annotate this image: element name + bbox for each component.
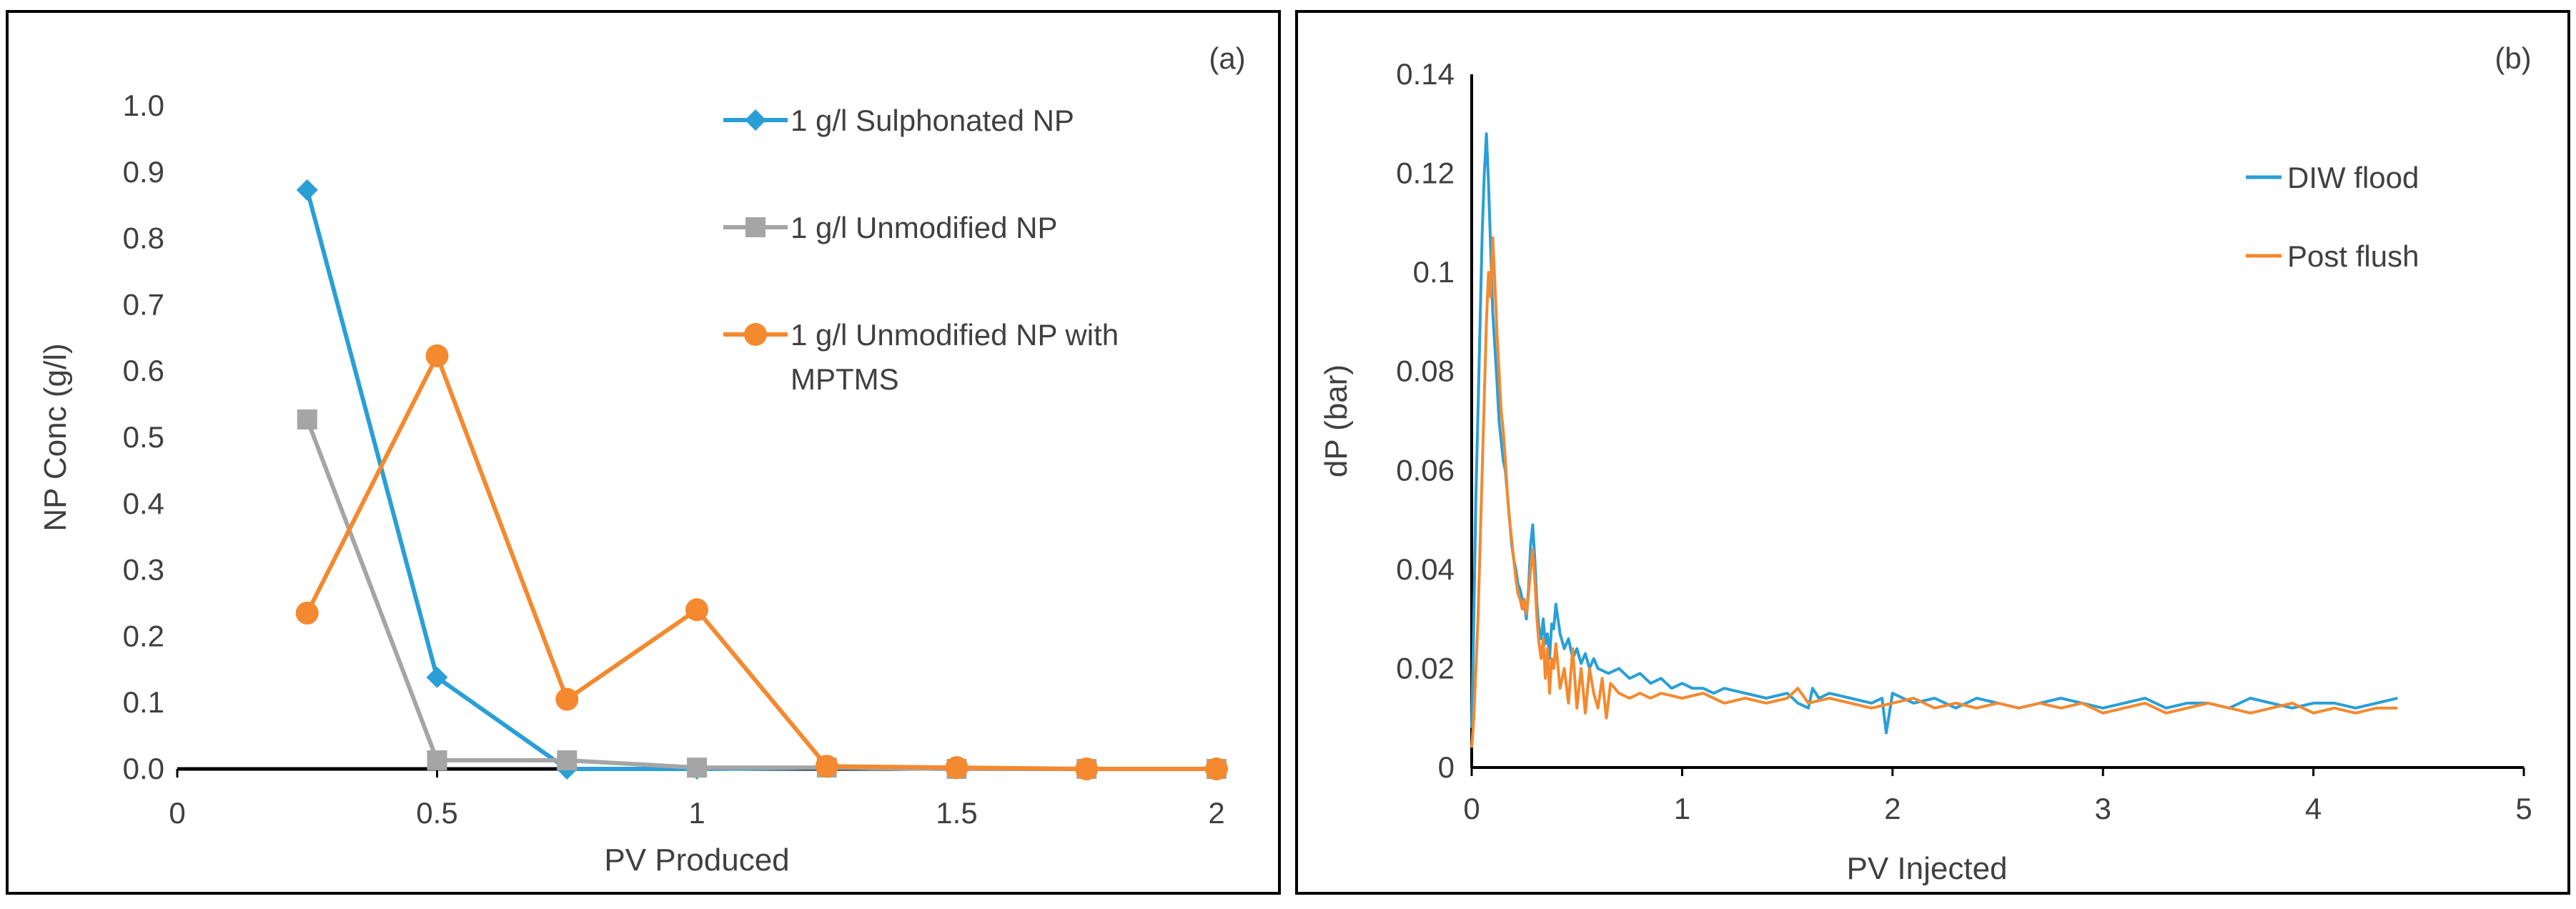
y-tick-label: 0.04: [1396, 552, 1455, 586]
y-tick-label: 0.08: [1396, 354, 1455, 388]
legend-label: 1 g/l Unmodified NP: [791, 211, 1058, 244]
x-tick-label: 1: [1674, 792, 1690, 825]
x-tick-label: 1: [688, 796, 705, 830]
legend-label: MPTMS: [791, 362, 899, 396]
legend-label: Post flush: [2287, 239, 2419, 273]
data-point: [685, 598, 708, 622]
y-tick-label: 0.14: [1396, 57, 1455, 91]
data-point: [1205, 758, 1228, 780]
legend-label: 1 g/l Unmodified NP with: [791, 318, 1119, 352]
y-tick-label: 0.8: [123, 222, 164, 255]
x-tick-label: 5: [2515, 792, 2532, 825]
data-point: [815, 755, 838, 778]
y-tick-label: 0.4: [123, 487, 164, 520]
data-point: [295, 601, 319, 625]
y-tick-label: 0.2: [123, 619, 164, 652]
series-line: [305, 353, 1217, 771]
y-tick-label: 0.7: [123, 287, 164, 321]
y-tick-label: 0: [1438, 750, 1455, 784]
x-tick-label: 0.5: [416, 796, 457, 830]
series-line: [1470, 132, 2398, 735]
data-point: [296, 179, 318, 201]
series-line: [304, 418, 1217, 771]
x-axis-title: PV Injected: [1846, 851, 2007, 886]
chart-b-svg: 0 0.02 0.04 0.06 0.08 0.1 0.12 0.14 0 1 2 3 4 5 PV Inj…: [1319, 41, 2532, 886]
chart-panel-b: 0 0.02 0.04 0.06 0.08 0.1 0.12 0.14 0 1 2 3 4 5 PV Inj…: [1295, 10, 2570, 895]
y-tick-label: 0.02: [1396, 651, 1455, 685]
data-point: [297, 409, 317, 429]
x-tick-label: 0: [169, 796, 185, 830]
panel-label: (b): [2495, 41, 2531, 75]
x-axis-title: PV Produced: [604, 843, 789, 878]
data-point: [425, 344, 449, 367]
legend-swatch-marker: [744, 323, 767, 346]
legend-swatch-marker: [745, 109, 766, 131]
y-tick-label: 0.5: [123, 420, 164, 454]
data-point: [427, 750, 447, 770]
y-tick-label: 0.0: [123, 752, 164, 785]
legend-label: 1 g/l Sulphonated NP: [791, 104, 1074, 137]
y-axis-title: dP (bar): [1319, 364, 1354, 477]
series-line: [1470, 236, 2398, 748]
x-tick-label: 1.5: [936, 796, 977, 830]
x-tick-label: 3: [2095, 792, 2111, 825]
y-tick-label: 0.12: [1396, 157, 1455, 190]
y-tick-label: 0.9: [123, 155, 164, 189]
data-point: [687, 758, 707, 778]
chart-panel-a: 0.0 0.1 0.2 0.3 0.4 0.5 0.6 0.7 0.8 0.9 1.0 0 0.5 1 1.…: [6, 10, 1281, 895]
y-tick-label: 0.6: [123, 354, 164, 387]
y-tick-label: 0.1: [1413, 255, 1455, 289]
y-axis-title: NP Conc (g/l): [38, 343, 73, 531]
series-line: [304, 189, 1217, 771]
data-point: [557, 750, 578, 770]
data-point: [945, 756, 969, 780]
data-point: [1075, 758, 1099, 780]
y-tick-label: 1.0: [123, 89, 164, 122]
x-tick-label: 4: [2305, 792, 2322, 825]
legend-label: DIW flood: [2287, 161, 2419, 194]
y-tick-label: 0.1: [123, 685, 164, 719]
x-tick-label: 0: [1463, 792, 1480, 825]
y-tick-label: 0.3: [123, 553, 164, 587]
data-point: [555, 687, 579, 711]
panel-label: (a): [1209, 41, 1245, 75]
chart-a-svg: 0.0 0.1 0.2 0.3 0.4 0.5 0.6 0.7 0.8 0.9 1.0 0 0.5 1 1.…: [38, 41, 1246, 878]
legend-swatch-marker: [745, 217, 766, 237]
y-tick-label: 0.06: [1396, 453, 1455, 487]
x-tick-label: 2: [1884, 792, 1901, 825]
x-tick-label: 2: [1208, 796, 1224, 830]
data-point: [426, 666, 448, 688]
